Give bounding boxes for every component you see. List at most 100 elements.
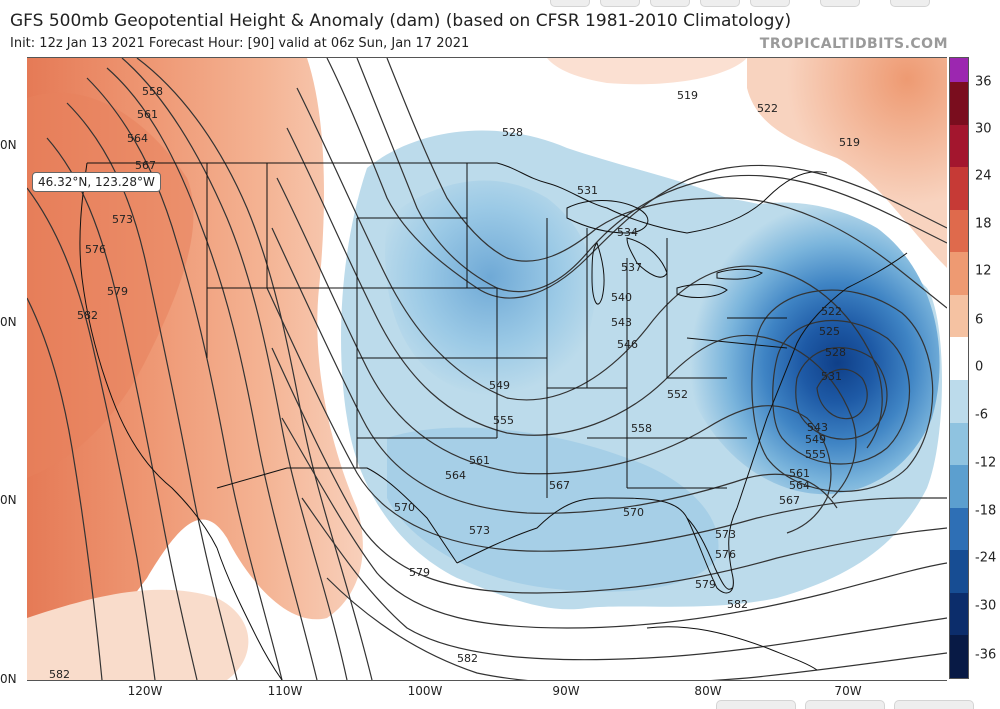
colorbar-segment (950, 422, 968, 466)
colorbar-segment (950, 550, 968, 594)
map-panel[interactable]: 558 561 564 567 573 576 579 582 528 531 … (27, 57, 947, 681)
colorbar-segment (950, 82, 968, 125)
contour-label: 549 (805, 433, 826, 446)
longitude-label: 90W (552, 684, 580, 698)
warm-anomaly-north-strip (547, 58, 747, 85)
colorbar-segment (950, 209, 968, 253)
top-tab-button[interactable] (890, 0, 930, 7)
latitude-label: 0N (0, 138, 17, 152)
contour-label: 525 (819, 325, 840, 338)
colorbar-segment (950, 337, 968, 381)
contour-label: 555 (805, 448, 826, 461)
longitude-label: 80W (694, 684, 722, 698)
anomaly-map[interactable]: 558 561 564 567 573 576 579 582 528 531 … (27, 58, 947, 680)
colorbar-label: -18 (975, 503, 997, 519)
bottom-tab-button[interactable] (894, 700, 974, 709)
cold-anomaly-gulf (387, 427, 719, 592)
colorbar-segment (950, 58, 968, 82)
longitude-label: 110W (267, 684, 303, 698)
top-tab-button[interactable] (700, 0, 740, 7)
longitude-label: 100W (407, 684, 443, 698)
colorbar-label: -6 (975, 407, 988, 423)
latitude-label: 0N (0, 672, 17, 686)
contour-label: 534 (617, 226, 638, 239)
contour-label: 573 (715, 528, 736, 541)
anomaly-colorbar (949, 57, 969, 679)
contour-label: 567 (549, 479, 570, 492)
bottom-tab-button[interactable] (716, 700, 796, 709)
contour-label: 576 (85, 243, 106, 256)
cold-anomaly-northeast (671, 202, 940, 495)
contour-label: 519 (677, 89, 698, 102)
longitude-label: 70W (834, 684, 862, 698)
colorbar-segment (950, 592, 968, 636)
contour-label: 537 (621, 261, 642, 274)
contour-label: 573 (469, 524, 490, 537)
top-tab-button[interactable] (550, 0, 590, 7)
colorbar-label: -36 (975, 647, 997, 663)
contour-label: 543 (807, 421, 828, 434)
colorbar-label: 0 (975, 359, 984, 375)
contour-label: 531 (577, 184, 598, 197)
contour-labels: 558 561 564 567 573 576 579 582 528 531 … (49, 85, 860, 680)
contour-label: 546 (617, 338, 638, 351)
contour-label: 579 (409, 566, 430, 579)
top-tab-button[interactable] (650, 0, 690, 7)
contour-label: 582 (457, 652, 478, 665)
contour-label: 555 (493, 414, 514, 427)
colorbar-label: -24 (975, 550, 997, 566)
contour-label: 522 (757, 102, 778, 115)
contour-label: 558 (631, 422, 652, 435)
political-boundaries (79, 162, 908, 680)
top-tab-button[interactable] (750, 0, 790, 7)
top-tab-button[interactable] (820, 0, 860, 7)
contour-label: 522 (821, 305, 842, 318)
latitude-label: 0N (0, 493, 17, 507)
map-subtitle: Init: 12z Jan 13 2021 Forecast Hour: [90… (10, 36, 470, 51)
colorbar-segment (950, 635, 968, 679)
contour-label: 570 (623, 506, 644, 519)
contour-label: 567 (135, 159, 156, 172)
colorbar-label: 30 (975, 121, 992, 137)
contour-label: 540 (611, 291, 632, 304)
latitude-label: 0N (0, 315, 17, 329)
contour-label: 564 (127, 132, 148, 145)
colorbar-label: 12 (975, 263, 992, 279)
colorbar-label: 24 (975, 168, 992, 184)
colorbar-label: 18 (975, 216, 992, 232)
colorbar-segment (950, 252, 968, 296)
contour-label: 579 (695, 578, 716, 591)
colorbar-segment (950, 124, 968, 168)
colorbar-segment (950, 507, 968, 551)
colorbar-segment (950, 465, 968, 509)
contour-label: 558 (142, 85, 163, 98)
contour-label: 579 (107, 285, 128, 298)
contour-label: 528 (825, 346, 846, 359)
contour-label: 564 (445, 469, 466, 482)
colorbar-segment (950, 167, 968, 211)
colorbar-segment (950, 294, 968, 338)
site-credit[interactable]: TROPICALTIDBITS.COM (759, 36, 948, 52)
contour-label: 567 (779, 494, 800, 507)
contour-label: 564 (789, 479, 810, 492)
colorbar-label: -12 (975, 455, 997, 471)
colorbar-label: 6 (975, 312, 984, 328)
contour-label: 570 (394, 501, 415, 514)
warm-anomaly-northeast (747, 58, 947, 268)
colorbar-label: -30 (975, 598, 997, 614)
map-title: GFS 500mb Geopotential Height & Anomaly … (10, 11, 792, 31)
contour-label: 519 (839, 136, 860, 149)
contour-label: 531 (821, 370, 842, 383)
contour-label: 549 (489, 379, 510, 392)
contour-label: 582 (727, 598, 748, 611)
top-tab-button[interactable] (600, 0, 640, 7)
colorbar-segment (950, 380, 968, 423)
longitude-label: 120W (127, 684, 163, 698)
contour-label: 573 (112, 213, 133, 226)
contour-label: 582 (77, 309, 98, 322)
bottom-tab-button[interactable] (805, 700, 885, 709)
contour-label: 543 (611, 316, 632, 329)
colorbar-label: 36 (975, 74, 992, 90)
contour-label: 582 (49, 668, 70, 680)
contour-label: 561 (789, 467, 810, 480)
